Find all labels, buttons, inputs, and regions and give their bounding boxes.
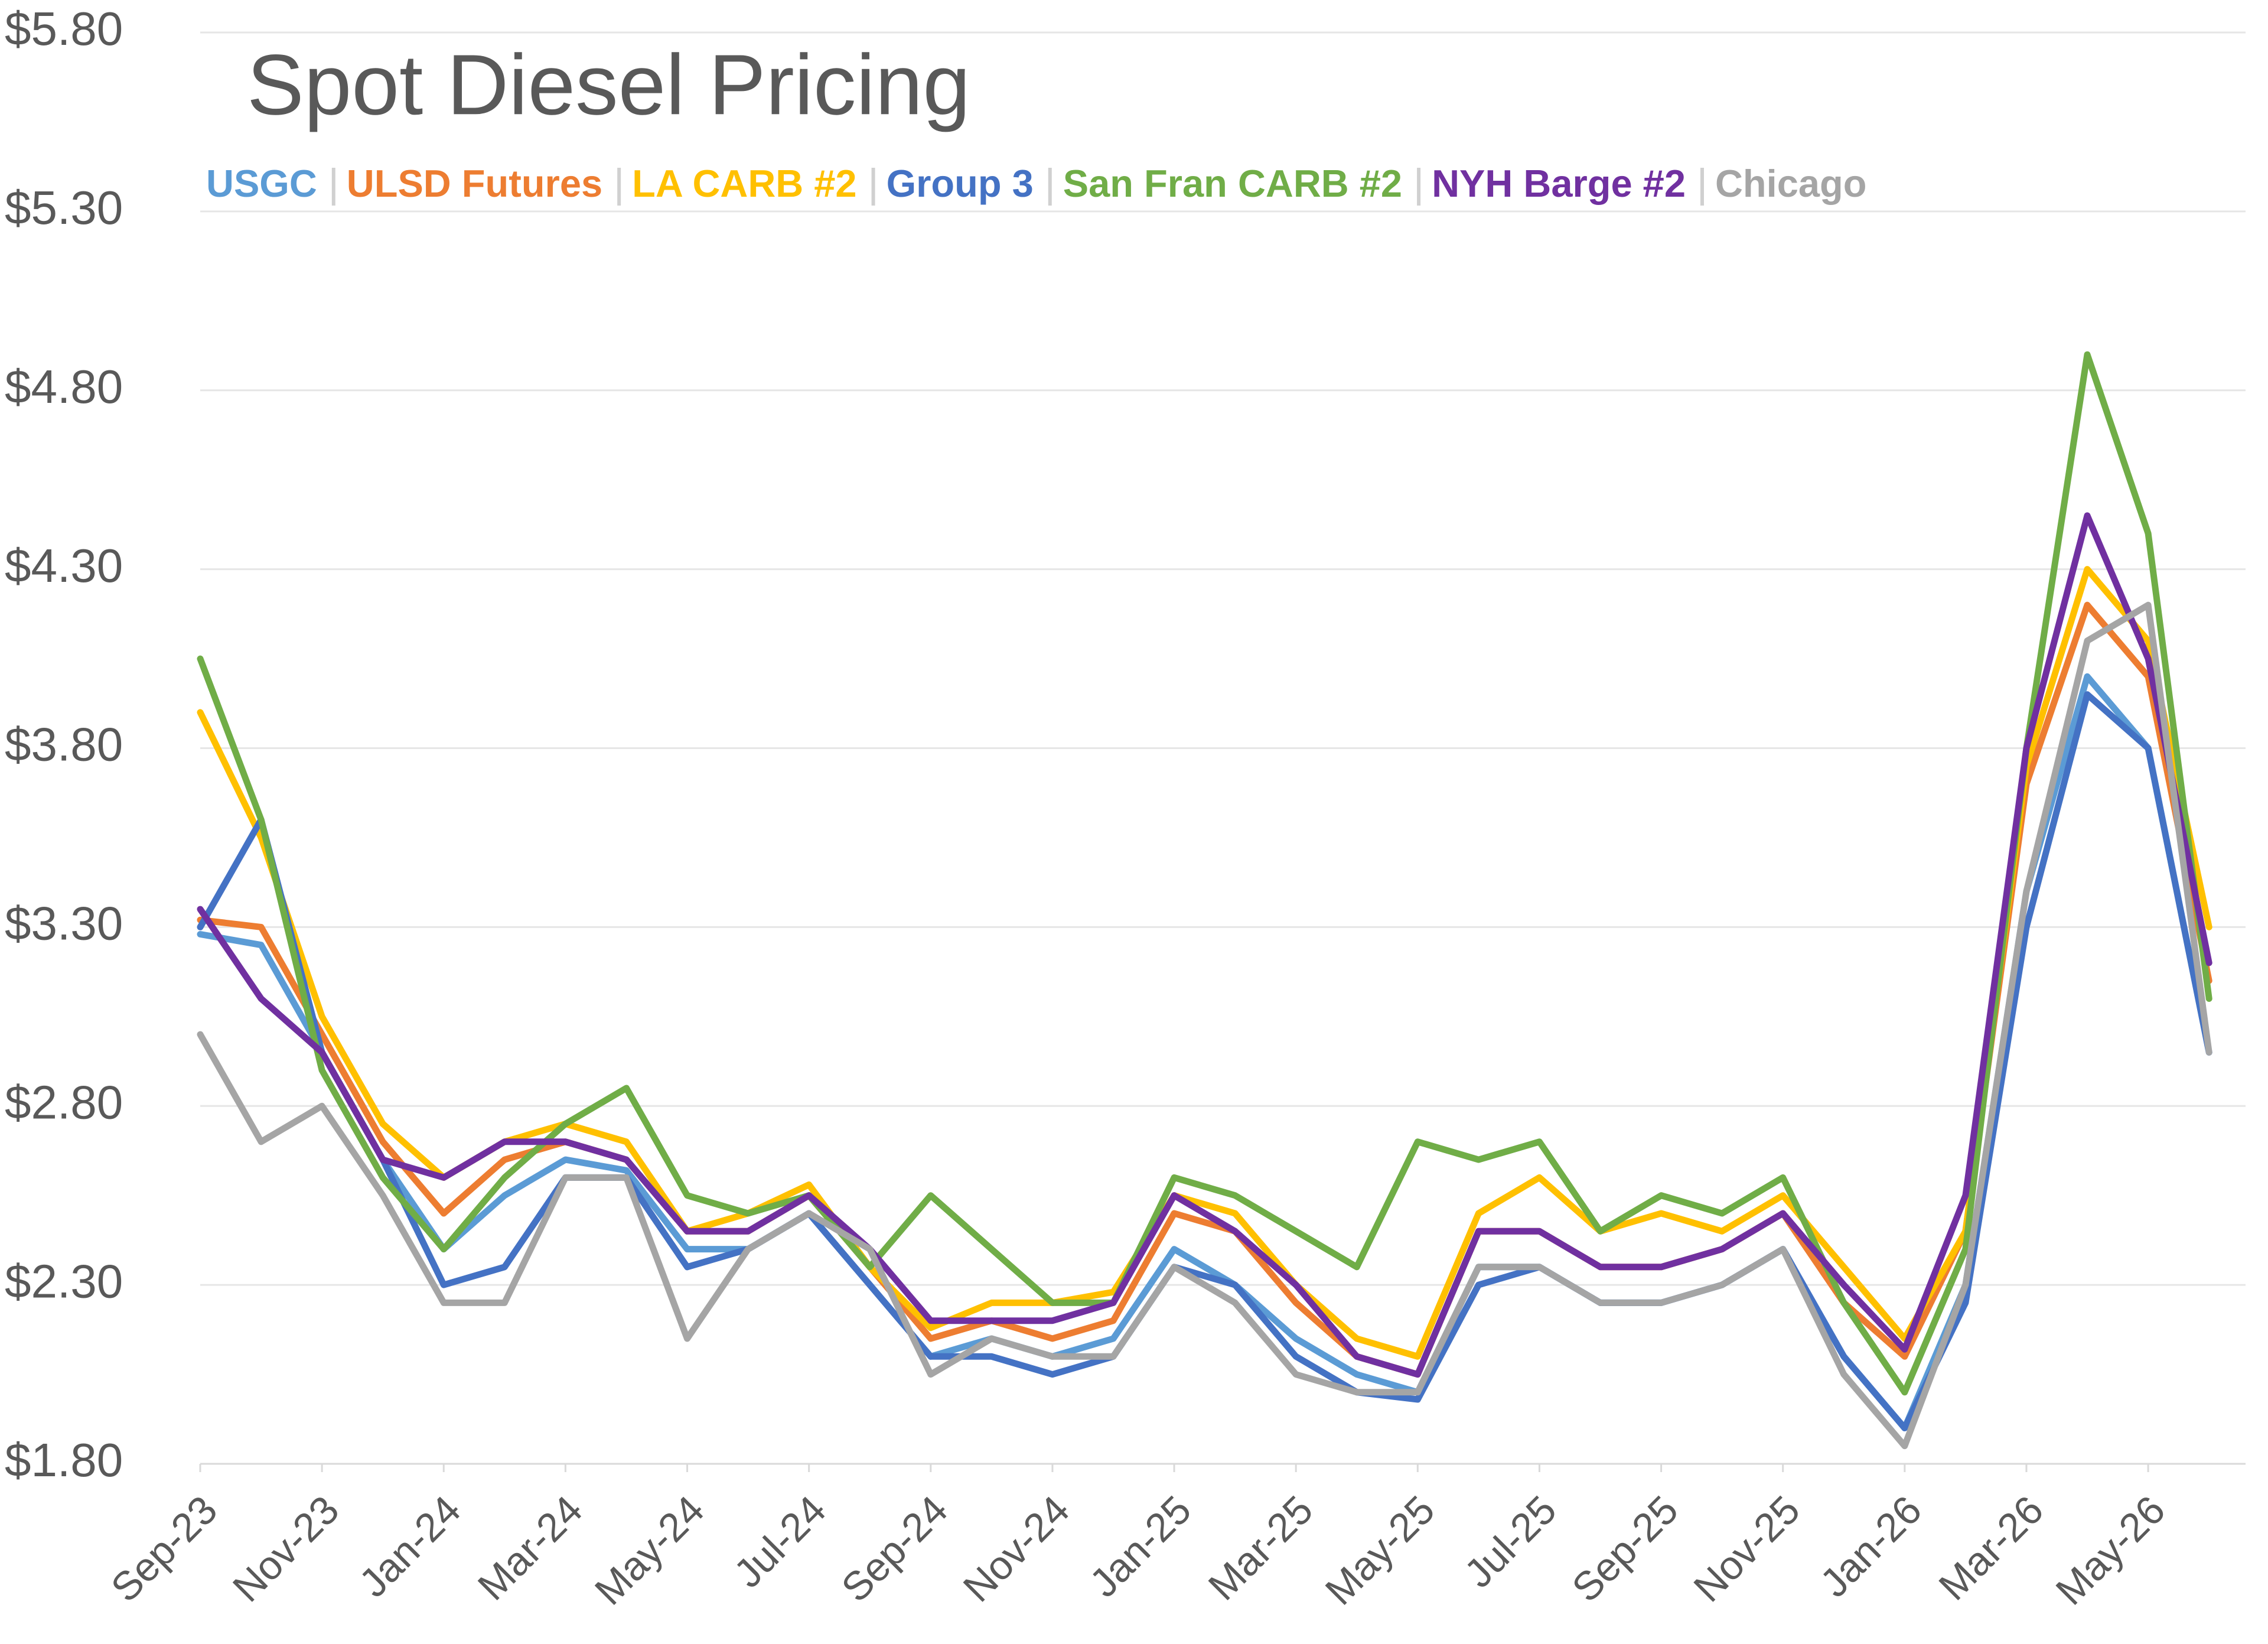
y-tick-label: $4.30 [5, 539, 123, 592]
x-tick-label: Nov-23 [224, 1487, 348, 1611]
y-tick-label: $2.30 [5, 1255, 123, 1307]
x-tick-label: Mar-24 [470, 1487, 591, 1609]
legend-label: NYH Barge #2 [1432, 162, 1686, 205]
series-line [197, 512, 2212, 1378]
y-tick-label: $2.80 [5, 1076, 123, 1128]
x-tick-label: Sep-25 [1563, 1487, 1687, 1611]
series-line [197, 601, 2212, 1378]
series-line [197, 601, 2212, 1450]
series-line [197, 691, 2212, 1431]
legend-label: LA CARB #2 [632, 162, 856, 205]
x-tick-label: Jul-25 [1456, 1487, 1565, 1597]
x-tick-label: Sep-24 [833, 1487, 956, 1611]
legend-label: Group 3 [887, 162, 1034, 205]
y-tick-label: $3.80 [5, 718, 123, 771]
x-tick-label: Jan-25 [1081, 1487, 1200, 1606]
chart-title: Spot Diesel Pricing [247, 37, 970, 132]
x-tick-label: May-25 [1317, 1487, 1443, 1614]
x-tick-label: Jul-24 [725, 1487, 835, 1597]
x-tick-label: May-24 [586, 1487, 713, 1614]
y-tick-label: $3.30 [5, 897, 123, 950]
series-line [197, 673, 2212, 1431]
x-tick-label: Mar-26 [1930, 1487, 2052, 1609]
x-tick-label: Mar-25 [1200, 1487, 1321, 1609]
y-tick-label: $5.30 [5, 181, 123, 234]
x-tick-label: May-26 [2047, 1487, 2174, 1614]
x-tick-label: Jan-24 [351, 1487, 470, 1606]
y-tick-label: $5.80 [5, 2, 123, 55]
series-line [197, 351, 2212, 1396]
x-tick-label: Jan-26 [1811, 1487, 1930, 1606]
legend-label: Chicago [1715, 162, 1866, 205]
y-tick-label: $1.80 [5, 1434, 123, 1486]
legend-label: San Fran CARB #2 [1063, 162, 1402, 205]
legend-label: ULSD Futures [347, 162, 602, 205]
series-line [197, 566, 2212, 1360]
legend-label: USGC [206, 162, 317, 205]
x-tick-label: Sep-23 [103, 1487, 226, 1611]
y-tick-label: $4.80 [5, 360, 123, 413]
x-tick-label: Nov-25 [1685, 1487, 1808, 1611]
x-tick-label: Nov-24 [954, 1487, 1078, 1611]
